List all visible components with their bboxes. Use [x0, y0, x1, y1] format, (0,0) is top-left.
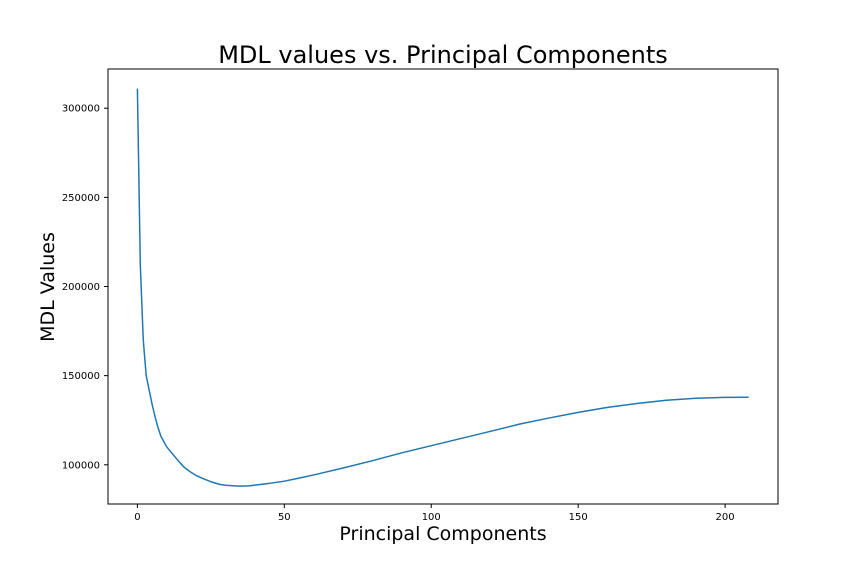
- chart-title: MDL values vs. Principal Components: [218, 41, 668, 69]
- x-tick-label-0: 0: [134, 512, 140, 523]
- y-axis-label: MDL Values: [37, 232, 59, 342]
- plot-area: [136, 88, 749, 487]
- x-axis-label: Principal Components: [339, 523, 546, 545]
- series-line-0: [136, 88, 749, 487]
- x-axis: 0 50 100 150 200: [134, 504, 735, 523]
- y-tick-label-1: 150000: [62, 371, 100, 382]
- y-tick-label-3: 250000: [62, 193, 100, 204]
- x-tick-label-3: 150: [569, 512, 588, 523]
- y-axis: 100000 150000 200000 250000 300000: [62, 104, 108, 471]
- y-tick-label-0: 100000: [62, 460, 100, 471]
- y-tick-label-2: 200000: [62, 282, 100, 293]
- x-tick-label-4: 200: [716, 512, 735, 523]
- x-tick-label-1: 50: [278, 512, 291, 523]
- y-tick-label-4: 300000: [62, 104, 100, 115]
- plot-frame: [107, 68, 779, 505]
- x-tick-label-2: 100: [422, 512, 441, 523]
